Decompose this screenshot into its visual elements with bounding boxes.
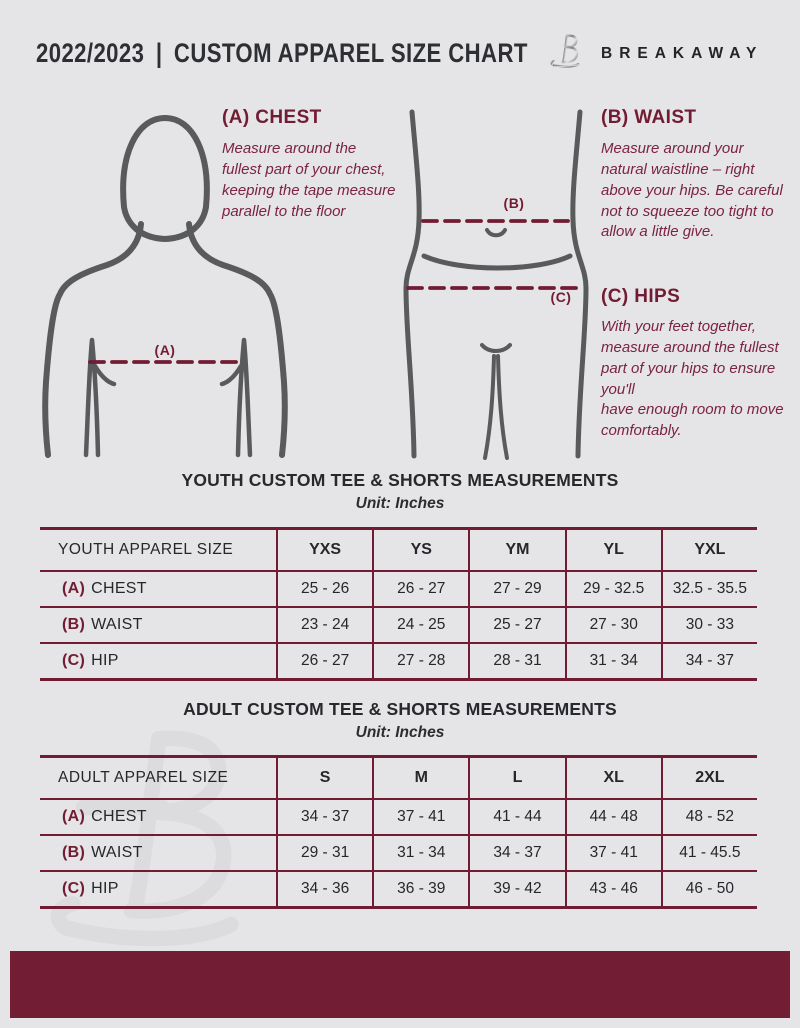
youth-size-yxl: YXL <box>660 530 757 570</box>
table-cell: 29 - 31 <box>276 834 373 870</box>
adult-size-s: S <box>276 758 372 798</box>
chest-figure-illustration <box>42 115 288 458</box>
table-cell: 37 - 41 <box>372 798 469 834</box>
table-cell: 28 - 31 <box>468 642 565 678</box>
table-cell: 44 - 48 <box>564 798 661 834</box>
title-divider: | <box>155 38 163 68</box>
table-cell: 36 - 39 <box>372 870 469 906</box>
youth-table-title: YOUTH CUSTOM TEE & SHORTS MEASUREMENTS <box>181 470 619 490</box>
table-cell: 46 - 50 <box>660 870 757 906</box>
table-cell: 32.5 - 35.5 <box>660 570 757 606</box>
table-cell: 43 - 46 <box>564 870 661 906</box>
adult-size-m: M <box>372 758 468 798</box>
table-cell: 37 - 41 <box>564 834 661 870</box>
table-cell: 26 - 27 <box>372 570 469 606</box>
adult-size-2xl: 2XL <box>660 758 757 798</box>
row-label-text: HIP <box>91 652 119 669</box>
table-cell: 23 - 24 <box>276 606 373 642</box>
footer-accent-bar <box>10 951 790 1018</box>
table-cell: 30 - 33 <box>660 606 757 642</box>
table-cell: 29 - 32.5 <box>564 570 661 606</box>
adult-size-l: L <box>468 758 564 798</box>
youth-size-yxs: YXS <box>276 530 372 570</box>
waist-hip-figure-illustration <box>403 109 589 460</box>
breakaway-b-monogram-icon <box>549 29 583 72</box>
adult-table-title: ADULT CUSTOM TEE & SHORTS MEASUREMENTS <box>183 699 617 719</box>
table-cell: 34 - 37 <box>276 798 373 834</box>
brand-name: BREAKAWAY <box>601 45 764 62</box>
table-cell: 25 - 27 <box>468 606 565 642</box>
adult-hip-row-label: (C) HIP <box>40 870 276 906</box>
table-cell: 48 - 52 <box>660 798 757 834</box>
row-label-text: WAIST <box>91 616 143 633</box>
table-cell: 34 - 36 <box>276 870 373 906</box>
row-label-text: CHEST <box>91 808 147 825</box>
youth-size-column-header: YOUTH APPAREL SIZE <box>58 541 234 558</box>
table-cell: 27 - 29 <box>468 570 565 606</box>
row-label-text: CHEST <box>91 580 147 597</box>
youth-chest-row-label: (A) CHEST <box>40 570 276 606</box>
waist-instruction-text: Measure around your natural waistline – … <box>601 140 783 241</box>
season-label: 2022/2023 <box>36 38 145 68</box>
table-cell: 27 - 28 <box>372 642 469 678</box>
youth-size-yl: YL <box>564 530 661 570</box>
adult-size-table: ADULT APPAREL SIZE S M L XL 2XL (A) CHES… <box>40 755 757 909</box>
waist-instruction-heading: (B) WAIST <box>601 107 697 128</box>
adult-size-xl: XL <box>564 758 661 798</box>
adult-size-column-header: ADULT APPAREL SIZE <box>58 769 229 786</box>
row-marker: (B) <box>62 844 86 861</box>
table-cell: 39 - 42 <box>468 870 565 906</box>
youth-table-unit: Unit: Inches <box>355 495 445 512</box>
youth-size-ym: YM <box>468 530 564 570</box>
adult-table-unit: Unit: Inches <box>355 724 445 741</box>
table-cell: 26 - 27 <box>276 642 373 678</box>
row-label-text: HIP <box>91 880 119 897</box>
youth-waist-row-label: (B) WAIST <box>40 606 276 642</box>
waist-marker-label: (B) <box>503 195 525 211</box>
hips-instruction-text: With your feet together, measure around … <box>601 318 784 440</box>
chest-instruction-text: Measure around the fullest part of your … <box>222 140 396 220</box>
hip-marker-label: (C) <box>550 289 572 305</box>
page-title: CUSTOM APPAREL SIZE CHART <box>173 38 528 68</box>
document-title: 2022/2023 | CUSTOM APPAREL SIZE CHART <box>36 38 528 69</box>
chest-marker-label: (A) <box>154 342 176 358</box>
table-cell: 41 - 45.5 <box>660 834 757 870</box>
hips-instruction-heading: (C) HIPS <box>601 286 681 307</box>
adult-waist-row-label: (B) WAIST <box>40 834 276 870</box>
youth-size-table: YOUTH APPAREL SIZE YXS YS YM YL YXL (A) … <box>40 527 757 681</box>
table-cell: 27 - 30 <box>564 606 661 642</box>
chest-instruction-heading: (A) CHEST <box>222 107 322 128</box>
adult-chest-row-label: (A) CHEST <box>40 798 276 834</box>
table-cell: 34 - 37 <box>660 642 757 678</box>
table-cell: 31 - 34 <box>564 642 661 678</box>
row-marker: (C) <box>62 652 86 669</box>
row-label-text: WAIST <box>91 844 143 861</box>
row-marker: (A) <box>62 808 86 825</box>
table-cell: 25 - 26 <box>276 570 373 606</box>
table-cell: 34 - 37 <box>468 834 565 870</box>
youth-size-ys: YS <box>372 530 468 570</box>
table-cell: 41 - 44 <box>468 798 565 834</box>
table-cell: 24 - 25 <box>372 606 469 642</box>
row-marker: (C) <box>62 880 86 897</box>
row-marker: (B) <box>62 616 86 633</box>
youth-hip-row-label: (C) HIP <box>40 642 276 678</box>
row-marker: (A) <box>62 580 86 597</box>
table-cell: 31 - 34 <box>372 834 469 870</box>
